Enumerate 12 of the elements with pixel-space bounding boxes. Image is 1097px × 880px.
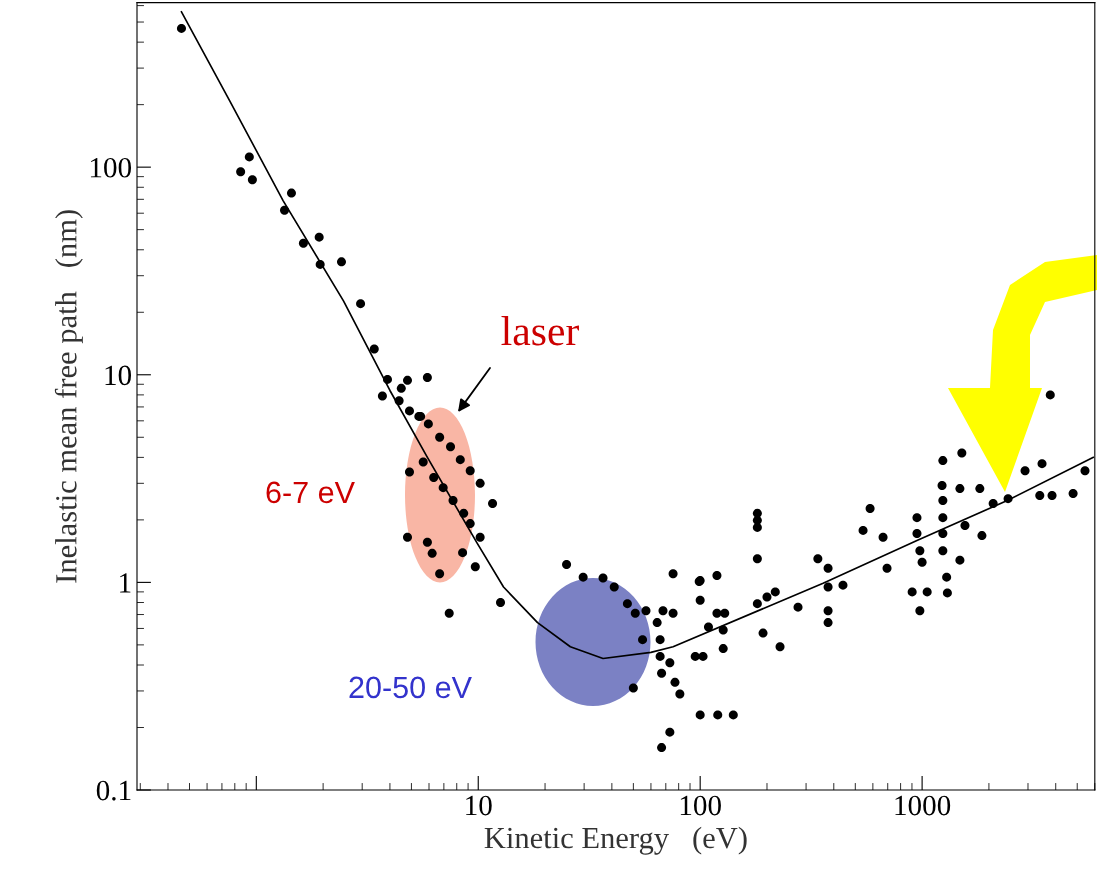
y-tick-label: 10	[105, 365, 132, 386]
x-tick-label: 1000	[895, 795, 951, 816]
x-tick-label: 100	[680, 795, 721, 816]
annotation: 20-50 eV	[349, 676, 472, 699]
x-axis-title: Kinetic Energy (eV)	[484, 826, 747, 855]
y-axis-title: Inelastic mean free path (nm)	[54, 210, 83, 583]
y-tick-label: 1	[120, 573, 131, 593]
annotation: laser	[501, 316, 579, 346]
y-tick-label: 100	[90, 157, 132, 178]
y-tick-label: 0.1	[96, 780, 131, 801]
x-tick-label: 10	[466, 795, 492, 816]
annotation: 6-7 eV	[266, 481, 355, 504]
